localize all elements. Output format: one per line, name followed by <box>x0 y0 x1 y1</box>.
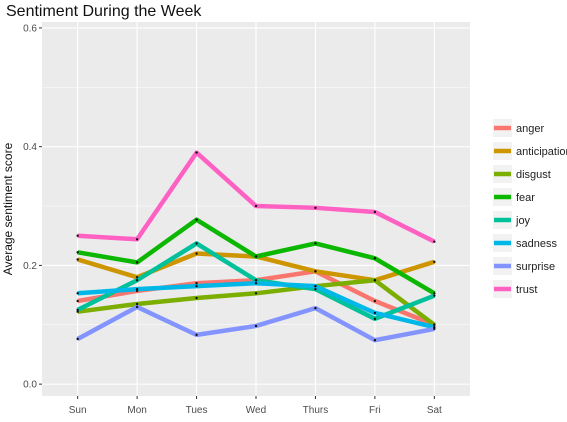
point-joy <box>135 279 139 282</box>
y-tick-label: 0.0 <box>23 380 37 391</box>
y-tick-label: 0.6 <box>23 23 37 34</box>
point-trust <box>373 210 377 214</box>
point-disgust <box>254 292 258 295</box>
point-joy <box>76 308 79 312</box>
point-sadness <box>373 311 377 315</box>
point-sadness <box>135 287 139 291</box>
legend-label-anger: anger <box>516 123 544 135</box>
x-tick-label: Mon <box>127 405 146 416</box>
legend: anger anticipation disgust fear joy sadness su… <box>493 119 567 298</box>
x-tick-label: Wed <box>246 405 266 416</box>
point-trust <box>254 204 258 208</box>
point-sadness <box>254 282 258 285</box>
y-tick-label: 0.2 <box>23 261 37 272</box>
point-anticipation <box>135 276 139 279</box>
point-fear <box>314 242 317 245</box>
x-tick-label: Thurs <box>303 405 329 416</box>
point-sadness <box>195 284 198 288</box>
y-tick-label: 0.4 <box>23 142 37 153</box>
point-fear <box>254 255 258 258</box>
point-anticipation <box>314 270 317 273</box>
point-trust <box>314 206 317 210</box>
point-fear <box>135 261 139 264</box>
point-anticipation <box>195 252 198 255</box>
point-sadness <box>314 284 317 288</box>
x-tick-label: Tues <box>186 405 208 416</box>
point-disgust <box>76 310 79 313</box>
point-trust <box>195 151 198 154</box>
legend-label-surprise: surprise <box>516 261 555 273</box>
point-disgust <box>433 323 436 326</box>
legend-label-joy: joy <box>515 215 531 227</box>
point-disgust <box>373 279 377 282</box>
point-surprise <box>76 337 79 341</box>
x-tick-label: Fri <box>369 405 381 416</box>
point-trust <box>433 240 436 243</box>
point-anticipation <box>76 258 79 261</box>
y-axis-title: Average sentiment score <box>1 142 15 275</box>
axis-ticks: 0.0 0.2 0.4 0.6 Sun Mon Tues Wed Thurs Fri Sat <box>23 23 442 416</box>
point-surprise <box>373 338 377 342</box>
point-surprise <box>433 327 436 331</box>
point-anger <box>195 282 198 285</box>
legend-label-sadness: sadness <box>516 238 557 250</box>
point-joy <box>314 287 317 291</box>
legend-label-fear: fear <box>516 192 535 204</box>
legend-label-trust: trust <box>516 284 537 296</box>
point-anger <box>76 299 79 303</box>
point-anticipation <box>433 260 436 264</box>
point-joy <box>373 317 377 321</box>
point-surprise <box>254 324 258 328</box>
series-lines <box>76 150 436 343</box>
point-joy <box>433 294 436 297</box>
point-fear <box>373 257 377 260</box>
x-tick-label: Sun <box>69 405 87 416</box>
point-sadness <box>433 325 436 329</box>
point-anger <box>135 289 139 293</box>
point-trust <box>135 238 139 241</box>
point-disgust <box>135 302 139 306</box>
point-fear <box>195 218 198 221</box>
point-fear <box>433 292 436 295</box>
legend-label-anticipation: anticipation <box>516 146 567 158</box>
point-joy <box>254 279 258 282</box>
point-surprise <box>314 306 317 310</box>
point-surprise <box>135 305 139 309</box>
point-sadness <box>76 292 79 295</box>
point-trust <box>76 234 79 237</box>
point-fear <box>76 251 79 254</box>
legend-label-disgust: disgust <box>516 169 551 181</box>
point-anger <box>373 299 377 303</box>
x-tick-label: Sat <box>427 405 442 416</box>
point-disgust <box>195 296 198 300</box>
chart-title: Sentiment During the Week <box>6 3 202 20</box>
point-surprise <box>195 333 198 337</box>
point-joy <box>195 242 198 245</box>
